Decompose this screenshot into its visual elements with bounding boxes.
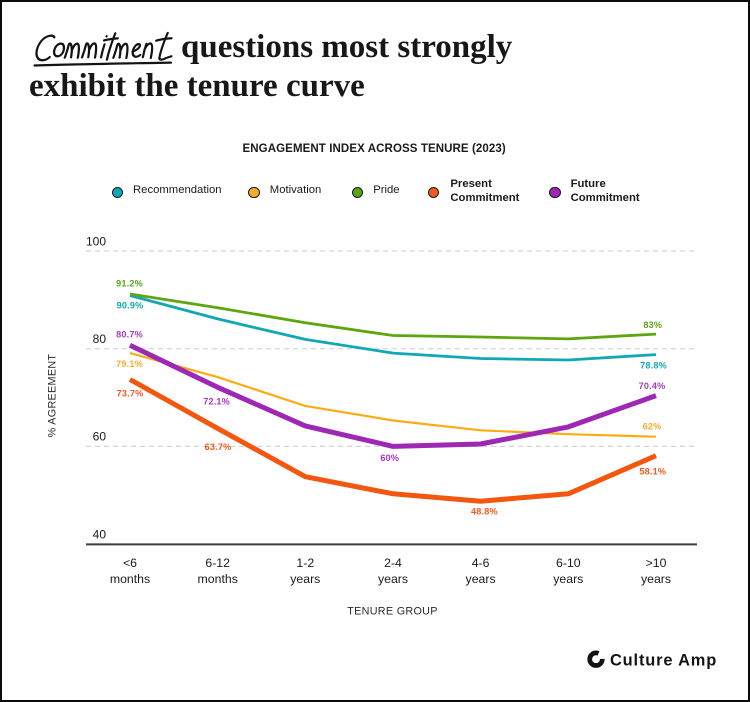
svg-text:6-12: 6-12 xyxy=(205,556,230,570)
svg-text:<6: <6 xyxy=(123,556,137,570)
svg-text:years: years xyxy=(466,572,496,586)
svg-text:48.8%: 48.8% xyxy=(471,507,498,517)
svg-text:TENURE GROUP: TENURE GROUP xyxy=(347,606,438,618)
svg-text:Culture Amp: Culture Amp xyxy=(610,652,717,670)
svg-text:4-6: 4-6 xyxy=(472,556,490,570)
svg-text:years: years xyxy=(290,572,320,586)
svg-text:2-4: 2-4 xyxy=(384,556,402,570)
svg-text:6-10: 6-10 xyxy=(556,556,581,570)
svg-text:100: 100 xyxy=(86,234,106,248)
svg-text:91.2%: 91.2% xyxy=(116,279,143,289)
svg-text:58.1%: 58.1% xyxy=(639,466,666,476)
svg-text:months: months xyxy=(110,572,150,586)
svg-text:79.1%: 79.1% xyxy=(116,359,143,369)
svg-text:70.4%: 70.4% xyxy=(639,381,666,391)
svg-text:months: months xyxy=(198,572,238,586)
svg-text:60%: 60% xyxy=(380,453,399,463)
svg-text:80.7%: 80.7% xyxy=(116,330,143,340)
svg-text:60: 60 xyxy=(93,430,107,444)
svg-text:years: years xyxy=(553,572,583,586)
svg-text:72.1%: 72.1% xyxy=(203,397,230,407)
svg-text:years: years xyxy=(378,572,408,586)
svg-text:83%: 83% xyxy=(643,320,662,330)
svg-text:>10: >10 xyxy=(646,556,667,570)
svg-text:63.7%: 63.7% xyxy=(205,442,232,452)
svg-text:78.8%: 78.8% xyxy=(640,361,667,371)
svg-text:years: years xyxy=(641,572,671,586)
svg-text:62%: 62% xyxy=(643,422,662,432)
svg-text:40: 40 xyxy=(93,528,107,542)
svg-text:90.9%: 90.9% xyxy=(117,301,144,311)
svg-text:% AGREEMENT: % AGREEMENT xyxy=(47,354,59,438)
svg-text:73.7%: 73.7% xyxy=(117,389,144,399)
svg-text:80: 80 xyxy=(93,332,107,346)
svg-text:1-2: 1-2 xyxy=(296,556,314,570)
